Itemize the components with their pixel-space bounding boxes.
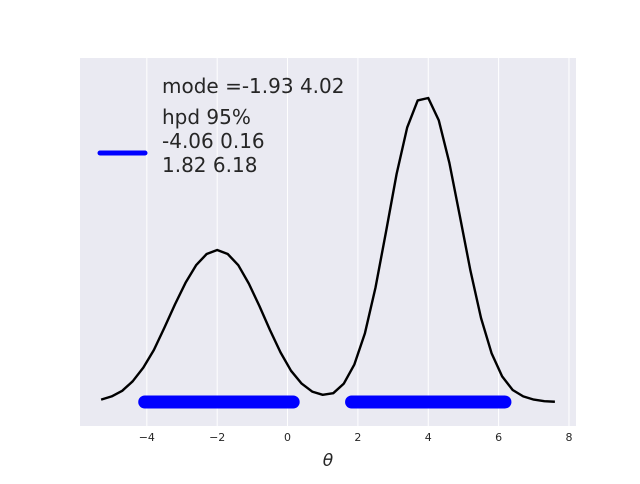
x-tick-labels: −4 −2 0 2 4 6 8 [139, 431, 573, 444]
legend-mode-text: mode =-1.93 4.02 [162, 74, 344, 98]
grid-lines [146, 58, 570, 426]
density-series [100, 96, 555, 403]
legend-hpd-text: 1.82 6.18 [162, 153, 257, 177]
x-tick-label: 2 [354, 431, 361, 444]
legend-hpd-text: hpd 95% [162, 105, 251, 129]
x-axis-label: θ [323, 451, 334, 471]
plot-area [80, 58, 576, 426]
x-tick-label: −4 [139, 431, 155, 444]
x-tick-label: 6 [495, 431, 502, 444]
legend-hpd-text: -4.06 0.16 [162, 129, 265, 153]
density-curve [100, 96, 555, 403]
legend: mode =-1.93 4.02 hpd 95%-4.06 0.161.82 6.… [97, 74, 344, 177]
x-tick-label: −2 [209, 431, 225, 444]
x-tick-label: 8 [565, 431, 572, 444]
x-tick-label: 4 [425, 431, 432, 444]
x-tick-label: 0 [284, 431, 291, 444]
